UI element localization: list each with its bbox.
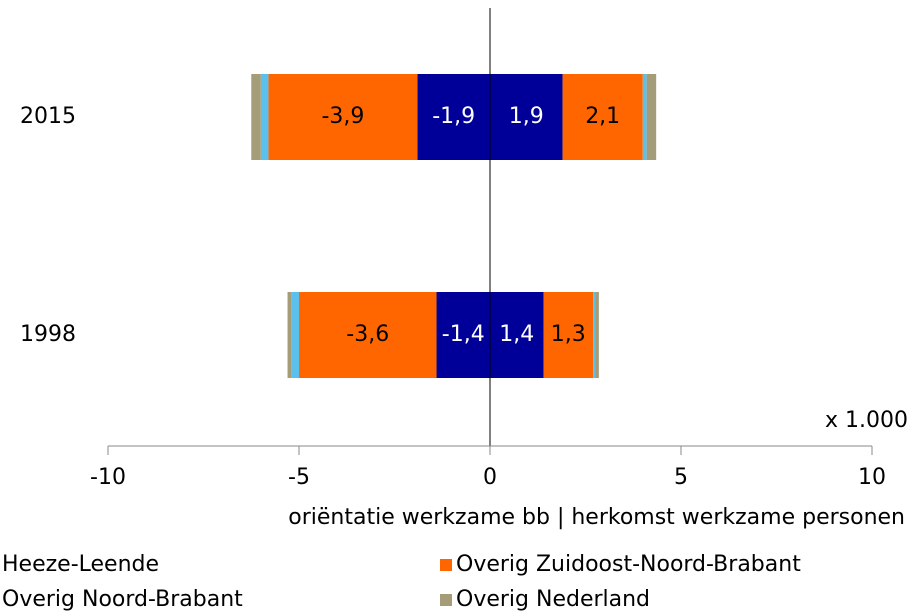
legend-marker	[440, 594, 452, 606]
bar-segment	[562, 74, 643, 160]
bar-segment	[299, 292, 437, 378]
bar-segment	[595, 292, 599, 378]
bar-segment	[436, 292, 490, 378]
x-tick-label: 0	[483, 465, 497, 490]
bar-segment	[417, 74, 490, 160]
unit-annotation: x 1.000	[825, 408, 908, 433]
bar-segment	[543, 292, 594, 378]
data-label: -1,9	[432, 104, 475, 129]
data-label: -3,6	[346, 322, 389, 347]
bar-segment	[260, 74, 269, 160]
y-tick-label: 1998	[20, 322, 76, 347]
legend-label: Overig Zuidoost-Noord-Brabant	[456, 552, 801, 577]
data-label: -3,9	[321, 104, 364, 129]
bar-segment	[490, 292, 544, 378]
bar-segment	[251, 74, 261, 160]
bar-segment	[646, 74, 657, 160]
data-label: 1,3	[551, 322, 586, 347]
legend-label: Overig Noord-Brabant	[2, 587, 243, 612]
data-label: 1,9	[509, 104, 544, 129]
data-label: -1,4	[442, 322, 485, 347]
x-tick-label: -10	[90, 465, 126, 490]
bar-segment	[268, 74, 418, 160]
legend-label: Heeze-Leende	[2, 552, 159, 577]
x-tick-label: -5	[288, 465, 310, 490]
bar-segment	[593, 292, 596, 378]
bar-segment	[291, 292, 299, 378]
x-tick-label: 10	[858, 465, 886, 490]
data-label: 1,4	[499, 322, 534, 347]
legend-marker	[440, 559, 452, 571]
bar-segment	[287, 292, 292, 378]
bar-segment	[490, 74, 563, 160]
data-label: 2,1	[585, 104, 620, 129]
legend-label: Overig Nederland	[456, 587, 650, 612]
x-tick-label: 5	[674, 465, 688, 490]
x-axis-title: oriëntatie werkzame bb | herkomst werkza…	[288, 505, 905, 530]
y-tick-label: 2015	[20, 104, 76, 129]
bar-segment	[642, 74, 647, 160]
